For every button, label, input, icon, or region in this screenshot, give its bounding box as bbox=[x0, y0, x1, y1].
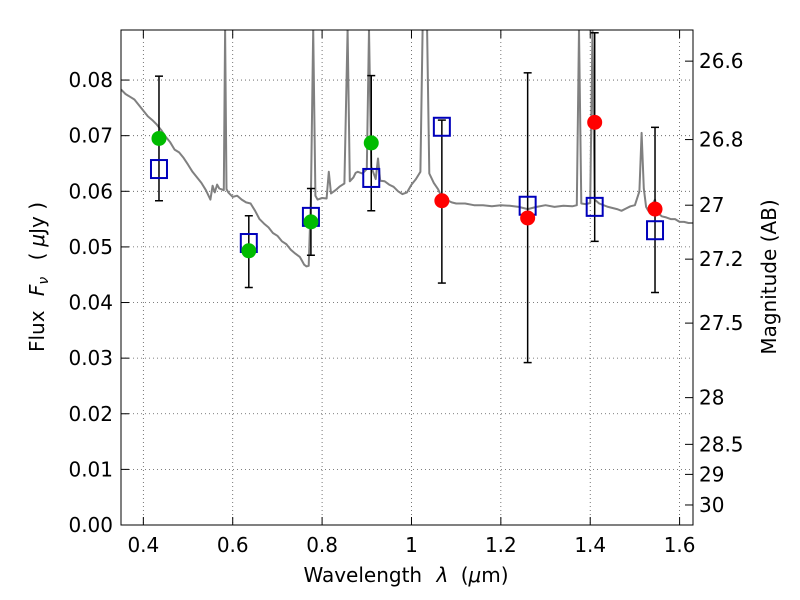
y-axis-title-text: Flux bbox=[25, 310, 49, 352]
y2-tick-label: 26.6 bbox=[699, 49, 744, 73]
y2-tick-label: 28.5 bbox=[699, 432, 744, 456]
y-tick-label: 0.03 bbox=[68, 346, 113, 370]
y-tick-label: 0.05 bbox=[68, 235, 113, 259]
x-tick-label: 0.4 bbox=[127, 533, 159, 557]
y-tick-label: 0.07 bbox=[68, 124, 113, 148]
model-marker bbox=[149, 159, 168, 180]
observed-marker bbox=[520, 210, 536, 226]
y2-axis-ticks: 26.6 26.8 27 27.2 27.5 28 28.5 29 30 bbox=[685, 49, 744, 517]
y2-tick-label: 27.2 bbox=[699, 247, 744, 271]
x-axis-title-unit-mu: μ bbox=[468, 563, 482, 587]
model-marker bbox=[432, 116, 451, 137]
plot-background bbox=[121, 30, 693, 525]
y-axis-title-symbol: F bbox=[25, 284, 49, 296]
y2-tick-label: 28 bbox=[699, 386, 724, 410]
y-axis-title-unit-open: ( bbox=[25, 253, 49, 261]
y-axis-title-subscript: ν bbox=[36, 277, 52, 285]
model-marker bbox=[362, 167, 381, 188]
x-axis-title-unit-rest: m) bbox=[481, 563, 508, 587]
observed-marker bbox=[434, 193, 450, 209]
y2-axis-title: Magnitude (AB) bbox=[757, 199, 781, 354]
y-tick-label: 0.01 bbox=[68, 457, 113, 481]
plot-frame bbox=[120, 29, 694, 526]
x-axis-title: Wavelength λ (μm) bbox=[303, 563, 508, 587]
y-axis-title-unit-mu: μ bbox=[25, 234, 49, 248]
y2-tick-label: 27 bbox=[699, 193, 724, 217]
spectrum-line bbox=[121, 30, 693, 268]
y-tick-label: 0.02 bbox=[68, 402, 113, 426]
model-marker bbox=[646, 220, 665, 241]
y2-tick-label: 30 bbox=[699, 493, 724, 517]
y2-tick-label: 27.5 bbox=[699, 311, 744, 335]
x-axis-title-text: Wavelength bbox=[303, 563, 422, 587]
y-tick-label: 0.00 bbox=[68, 513, 113, 537]
y2-tick-label: 29 bbox=[699, 462, 724, 486]
observed-marker bbox=[303, 214, 319, 230]
y-tick-label: 0.08 bbox=[68, 68, 113, 92]
observed-marker bbox=[363, 135, 379, 151]
x-tick-label: 0.6 bbox=[217, 533, 249, 557]
observed-marker bbox=[151, 130, 167, 146]
observed-marker bbox=[241, 243, 257, 259]
y-axis-title: Flux Fν ( μJy ) bbox=[25, 202, 53, 352]
observed-marker bbox=[587, 114, 603, 130]
model-spectrum bbox=[121, 30, 693, 268]
x-axis-title-symbol: λ bbox=[435, 563, 448, 587]
x-axis-title-unit-open: ( bbox=[461, 563, 469, 587]
x-tick-label: 0.8 bbox=[306, 533, 338, 557]
x-tick-label: 1 bbox=[405, 533, 418, 557]
y-tick-label: 0.06 bbox=[68, 179, 113, 203]
x-axis-ticks: 0.4 0.6 0.8 1 1.2 1.4 1.6 bbox=[127, 30, 696, 557]
y-tick-label: 0.04 bbox=[68, 291, 113, 315]
y-axis-ticks: 0.00 0.01 0.02 0.03 0.04 0.05 0.06 0.07 0.08 bbox=[68, 68, 129, 537]
grid bbox=[121, 30, 693, 525]
model-marker bbox=[585, 196, 604, 217]
x-tick-label: 1.2 bbox=[485, 533, 517, 557]
x-tick-label: 1.6 bbox=[664, 533, 696, 557]
x-tick-label: 1.4 bbox=[574, 533, 606, 557]
y-axis-title-unit-rest: Jy ) bbox=[25, 202, 49, 236]
y2-tick-label: 26.8 bbox=[699, 128, 744, 152]
observed-photometry-markers bbox=[151, 114, 663, 259]
observed-marker bbox=[647, 201, 663, 217]
